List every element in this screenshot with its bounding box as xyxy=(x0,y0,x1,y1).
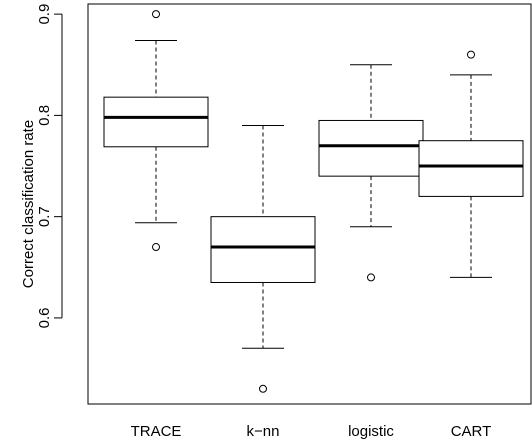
outlier-point xyxy=(367,273,375,282)
outlier-point xyxy=(152,243,160,252)
iqr-box xyxy=(103,96,209,148)
y-tick-label: 0.9 xyxy=(36,4,53,25)
x-category-label: TRACE xyxy=(131,423,182,440)
box-1 xyxy=(210,125,316,393)
iqr-box xyxy=(318,119,424,177)
outlier-point xyxy=(259,384,267,393)
y-tick-label: 0.7 xyxy=(36,206,53,227)
x-category-label: k−nn xyxy=(247,423,280,440)
y-axis: 0.6 0.7 0.8 0.9 xyxy=(36,4,63,328)
iqr-box xyxy=(210,216,316,283)
x-category-label: CART xyxy=(451,423,492,440)
x-category-label: logistic xyxy=(348,423,394,440)
y-tick-label: 0.8 xyxy=(36,105,53,126)
boxes-group xyxy=(103,10,524,393)
plot-frame xyxy=(87,3,532,405)
y-axis-title: Correct classification rate xyxy=(20,120,37,288)
outlier-point xyxy=(152,10,160,19)
y-tick-label: 0.6 xyxy=(36,307,53,328)
box-3 xyxy=(418,50,524,278)
box-2 xyxy=(318,64,424,282)
outlier-point xyxy=(467,50,475,59)
x-axis-labels: TRACE k−nn logistic CART xyxy=(131,423,492,440)
iqr-box xyxy=(418,140,524,197)
box-0 xyxy=(103,10,209,252)
